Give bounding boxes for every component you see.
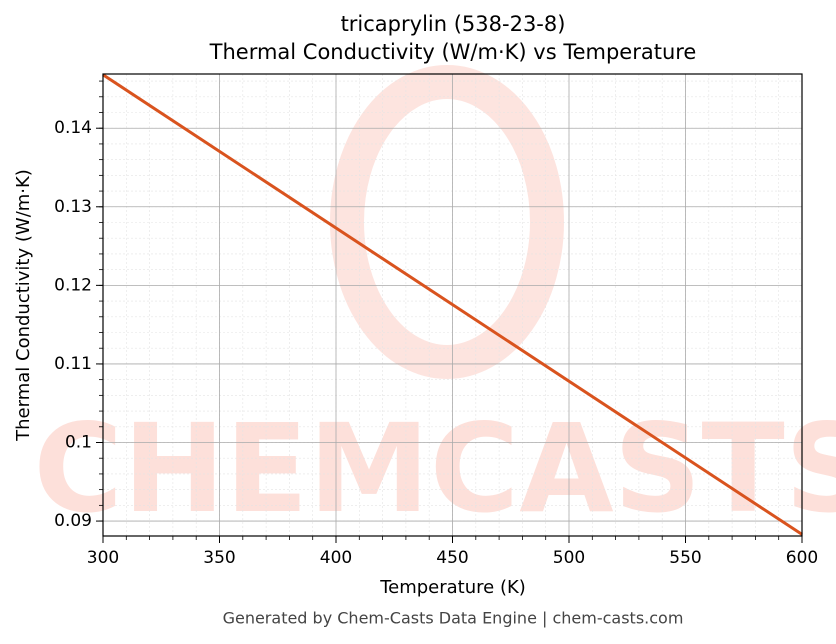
x-tick-label: 300: [87, 548, 119, 568]
watermark-text: CHEMCASTS: [33, 398, 836, 540]
y-tick-label: 0.09: [54, 511, 92, 531]
x-tick-label: 500: [553, 548, 585, 568]
y-tick-label: 0.13: [54, 197, 92, 217]
data-line: [102, 73, 803, 536]
y-tick-label: 0.12: [54, 275, 92, 295]
y-tick-label: 0.1: [65, 433, 92, 453]
chart-subtitle: Thermal Conductivity (W/m·K) vs Temperat…: [209, 40, 697, 64]
y-axis-label: Thermal Conductivity (W/m·K): [13, 169, 34, 442]
footer: Generated by Chem-Casts Data Engine | ch…: [223, 609, 684, 628]
x-tick-label: 550: [669, 548, 701, 568]
chart-title: tricaprylin (538-23-8): [341, 12, 566, 36]
plot-frame: [102, 73, 803, 537]
x-tick-label: 450: [436, 548, 468, 568]
x-tick-label: 600: [786, 548, 818, 568]
y-tick-label: 0.14: [54, 118, 92, 138]
watermark-logo: [330, 65, 564, 379]
x-tick-label: 350: [203, 548, 235, 568]
y-tick-label: 0.11: [54, 354, 92, 374]
x-tick-label: 400: [320, 548, 352, 568]
x-axis-label: Temperature (K): [379, 577, 526, 598]
